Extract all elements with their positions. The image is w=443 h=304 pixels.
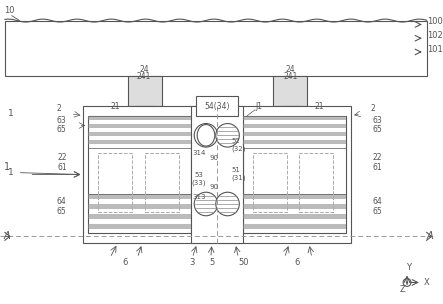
Text: 24: 24 (140, 64, 149, 74)
Text: 64: 64 (373, 197, 382, 206)
Bar (273, 77, 307, 106)
Text: 90: 90 (210, 184, 218, 190)
Bar (88, 140, 191, 144)
Text: 6: 6 (295, 258, 300, 267)
Bar (98, 153, 132, 212)
Bar (243, 140, 346, 144)
Text: 2: 2 (56, 104, 61, 113)
Bar (145, 153, 179, 212)
Text: 65: 65 (57, 125, 67, 134)
Text: 1: 1 (8, 109, 14, 118)
Text: 314: 314 (192, 150, 206, 156)
Text: 65: 65 (373, 125, 382, 134)
Bar (243, 204, 346, 209)
Bar (280, 106, 299, 116)
Text: 5: 5 (209, 258, 214, 267)
Bar (253, 153, 288, 212)
Bar (243, 124, 346, 128)
Text: 100: 100 (427, 18, 443, 26)
Text: J1: J1 (255, 102, 262, 111)
Text: A: A (4, 231, 11, 241)
Text: 241: 241 (283, 72, 298, 81)
Text: 1: 1 (4, 162, 10, 172)
Text: X: X (424, 278, 429, 287)
Circle shape (406, 281, 408, 284)
Bar (243, 194, 346, 199)
Bar (5, 21, 427, 77)
Text: 101: 101 (427, 45, 443, 54)
Text: 10: 10 (4, 6, 15, 15)
Text: Y: Y (405, 263, 411, 272)
Bar (196, 96, 238, 116)
Bar (243, 224, 346, 229)
Bar (243, 116, 346, 233)
Text: 1: 1 (8, 168, 14, 177)
Ellipse shape (197, 125, 215, 146)
Bar (136, 106, 154, 116)
Text: 61: 61 (57, 163, 67, 172)
Text: 54(34): 54(34) (204, 102, 229, 111)
Circle shape (216, 123, 239, 147)
Text: 24: 24 (286, 64, 295, 74)
Bar (243, 214, 346, 219)
Text: 6: 6 (122, 258, 127, 267)
Bar (299, 153, 334, 212)
Text: 22: 22 (57, 153, 67, 162)
Bar (243, 116, 346, 148)
Text: 313: 313 (192, 194, 206, 200)
Bar (88, 132, 191, 136)
Text: 241: 241 (137, 72, 152, 81)
Text: 50: 50 (238, 258, 249, 267)
Bar (88, 116, 191, 120)
Text: 53
(33): 53 (33) (192, 172, 206, 186)
Bar (88, 194, 191, 233)
Text: 63: 63 (373, 116, 382, 125)
Text: 61: 61 (373, 163, 382, 172)
Bar (88, 214, 191, 219)
Text: 21: 21 (314, 102, 323, 111)
Text: 51
(31): 51 (31) (232, 168, 246, 181)
Bar (243, 116, 346, 120)
Circle shape (194, 123, 218, 147)
Bar (88, 224, 191, 229)
Text: Z: Z (399, 285, 405, 294)
Bar (88, 116, 191, 148)
Text: 102: 102 (427, 31, 443, 40)
Text: 63: 63 (57, 116, 67, 125)
Text: 64: 64 (57, 197, 67, 206)
Bar (128, 77, 162, 106)
Circle shape (194, 192, 218, 216)
Bar (243, 132, 346, 136)
Circle shape (216, 192, 239, 216)
Text: 52
(32): 52 (32) (232, 138, 246, 151)
Text: A: A (427, 231, 433, 241)
Text: 21: 21 (111, 102, 120, 111)
Bar (243, 194, 346, 233)
Text: 2: 2 (370, 104, 375, 113)
Bar (83, 106, 351, 243)
Bar (88, 204, 191, 209)
Text: 65: 65 (373, 207, 382, 216)
Circle shape (403, 278, 411, 286)
Text: 90: 90 (210, 155, 218, 161)
Text: 3: 3 (190, 258, 195, 267)
Text: 65: 65 (57, 207, 67, 216)
Bar (88, 116, 191, 233)
Bar (191, 106, 243, 243)
Bar (88, 124, 191, 128)
Bar (88, 194, 191, 199)
Text: 22: 22 (373, 153, 382, 162)
